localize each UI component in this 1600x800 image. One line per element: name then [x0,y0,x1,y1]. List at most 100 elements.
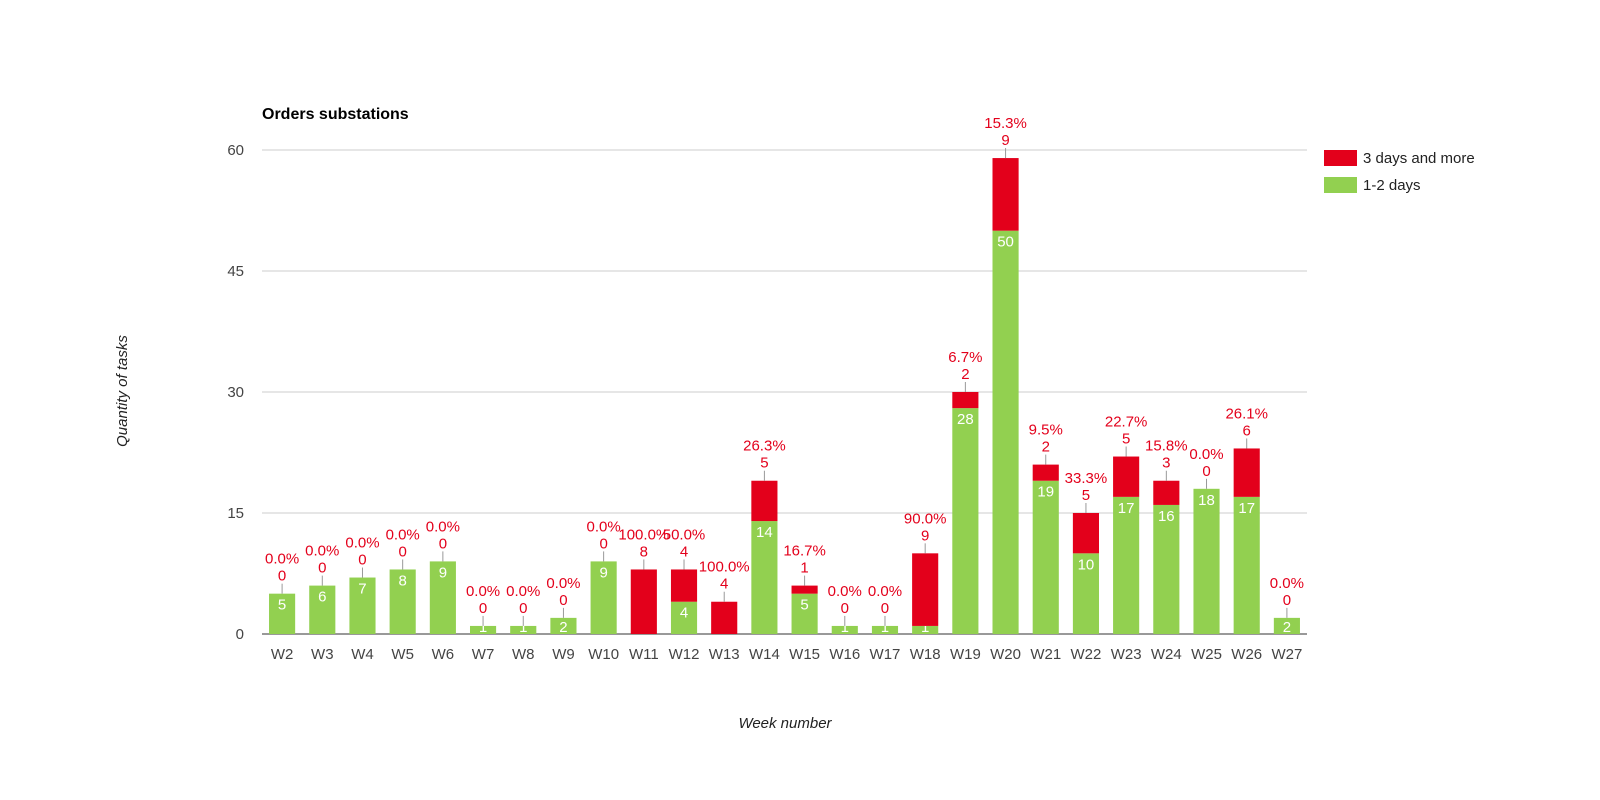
bar-3-days-and-more[interactable] [912,553,939,626]
bar-value-label: 2 [1283,619,1291,636]
annotation-percent: 0.0% [506,583,540,600]
bar-1-2-days[interactable] [469,625,497,634]
bar-1-2-days[interactable] [992,230,1019,634]
annotation-percent: 100.0% [618,526,669,543]
annotation-count: 0 [559,592,567,609]
x-tick-label: W21 [1030,646,1061,663]
annotation-percent: 0.0% [1189,446,1223,463]
bar-3-days-and-more[interactable] [1113,456,1140,497]
annotation-percent: 0.0% [345,535,379,552]
y-tick-label: 30 [227,384,244,401]
bar-3-days-and-more[interactable] [751,480,778,522]
annotation-percent: 0.0% [828,583,862,600]
bar-3-days-and-more[interactable] [992,158,1019,231]
bar-3-days-and-more[interactable] [952,392,979,409]
bar-value-label: 28 [957,411,974,428]
annotation-percent: 0.0% [305,543,339,560]
bar-value-label: 14 [756,524,773,541]
legend-label[interactable]: 3 days and more [1363,150,1475,167]
annotation-percent: 16.7% [783,543,826,560]
x-tick-label: W22 [1071,646,1102,663]
bar-1-2-days[interactable] [1113,496,1140,634]
annotation-percent: 0.0% [265,551,299,568]
y-tick-label: 60 [227,142,244,159]
x-tick-label: W12 [669,646,700,663]
annotation-count: 9 [921,527,929,544]
bar-1-2-days[interactable] [1072,553,1100,634]
bar-3-days-and-more[interactable] [1153,480,1180,505]
legend-swatch[interactable] [1324,177,1357,193]
annotations: 00.0%00.0%00.0%00.0%00.0%00.0%00.0%00.0%… [265,115,1304,626]
annotation-count: 5 [760,455,768,472]
annotation-percent: 0.0% [426,518,460,535]
bar-1-2-days[interactable] [670,601,698,634]
annotation-count: 0 [318,560,326,577]
bar-1-2-days[interactable] [269,593,296,634]
bar-1-2-days[interactable] [429,561,456,634]
x-tick-label: W5 [391,646,414,663]
legend-label[interactable]: 1-2 days [1363,177,1421,194]
bar-1-2-days[interactable] [389,569,416,634]
annotation-count: 0 [399,543,407,560]
annotation-percent: 26.3% [743,438,786,455]
annotation-count: 0 [599,535,607,552]
annotation-percent: 22.7% [1105,414,1148,431]
annotation-count: 0 [358,552,366,569]
x-tick-label: W3 [311,646,334,663]
bar-3-days-and-more[interactable] [630,569,657,634]
bar-1-2-days[interactable] [590,561,617,634]
bar-3-days-and-more[interactable] [670,569,698,602]
annotation-percent: 90.0% [904,510,947,527]
bar-3-days-and-more[interactable] [1032,464,1059,481]
legend[interactable]: 3 days and more 1-2 days [1324,150,1475,194]
annotation-count: 6 [1243,422,1251,439]
bar-1-2-days[interactable] [871,625,899,634]
bar-1-2-days[interactable] [309,585,336,634]
annotation-percent: 15.3% [984,115,1027,132]
bar-1-2-days[interactable] [349,577,376,634]
annotation-count: 3 [1162,455,1170,472]
bar-value-label: 19 [1037,484,1054,501]
bar-1-2-days[interactable] [510,625,537,634]
annotation-count: 5 [1122,431,1130,448]
bar-1-2-days[interactable] [1233,496,1260,634]
annotation-percent: 6.7% [948,349,982,366]
bar-3-days-and-more[interactable] [1072,513,1100,554]
annotation-percent: 0.0% [386,526,420,543]
bar-value-label: 1 [881,619,889,636]
x-tick-label: W8 [512,646,535,663]
bar-1-2-days[interactable] [550,617,577,634]
annotation-count: 0 [439,535,447,552]
x-tick-label: W19 [950,646,981,663]
annotation-count: 0 [841,600,849,617]
bar-1-2-days[interactable] [751,521,778,634]
legend-swatch[interactable] [1324,150,1357,166]
bar-1-2-days[interactable] [912,625,939,634]
bar-value-label: 1 [841,619,849,636]
gridlines [262,149,1307,635]
bar-3-days-and-more[interactable] [711,601,738,634]
bar-value-label: 9 [439,564,447,581]
bar-1-2-days[interactable] [1032,480,1059,634]
annotation-count: 2 [961,366,969,383]
annotation-count: 8 [640,543,648,560]
bar-1-2-days[interactable] [952,408,979,634]
annotation-count: 0 [881,600,889,617]
x-tick-label: W4 [351,646,374,663]
annotation-count: 0 [479,600,487,617]
x-tick-label: W16 [829,646,860,663]
bar-1-2-days[interactable] [831,625,858,634]
annotation-count: 2 [1042,439,1050,456]
bar-1-2-days[interactable] [1193,488,1220,634]
bar-3-days-and-more[interactable] [791,585,818,594]
bar-1-2-days[interactable] [1153,504,1180,634]
bar-1-2-days[interactable] [1273,617,1300,634]
chart-title: Orders substations [262,106,409,123]
x-tick-label: W26 [1231,646,1262,663]
bar-3-days-and-more[interactable] [1233,448,1260,497]
bar-value-label: 10 [1078,556,1095,573]
annotation-count: 5 [1082,487,1090,504]
bar-1-2-days[interactable] [791,593,818,634]
x-tick-label: W25 [1191,646,1222,663]
